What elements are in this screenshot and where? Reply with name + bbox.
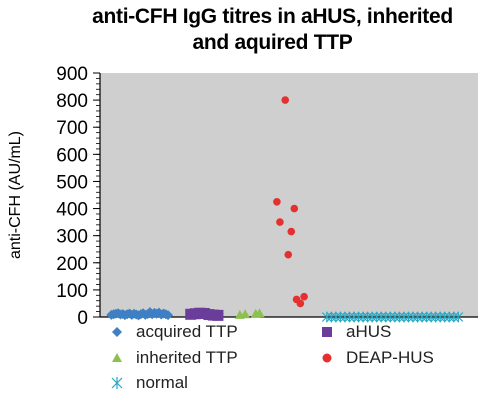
data-point	[290, 204, 299, 213]
y-tick-label: 900	[56, 64, 88, 85]
chart-title-line-1: anti-CFH IgG titres in aHUS, inherited	[92, 5, 453, 28]
series-inherited-ttp	[234, 308, 265, 319]
legend-label: normal	[136, 373, 188, 392]
data-point	[439, 311, 450, 323]
data-point	[276, 218, 284, 226]
legend-item: DEAP-HUS	[320, 348, 434, 368]
chart-title: anti-CFH IgG titres in aHUS, inherited a…	[60, 4, 485, 56]
legend-item: normal	[110, 373, 188, 393]
data-point	[394, 311, 405, 323]
chart-title-line-2: and aquired TTP	[192, 31, 353, 54]
data-point	[353, 311, 364, 323]
data-point	[326, 311, 337, 323]
data-point	[376, 311, 387, 323]
plot-area	[100, 73, 478, 317]
data-point	[287, 227, 296, 236]
data-point	[344, 311, 355, 323]
data-point	[254, 308, 265, 318]
y-tick-label: 600	[56, 145, 88, 166]
data-point	[281, 96, 290, 104]
data-point	[403, 311, 414, 323]
data-point	[435, 311, 446, 323]
data-point	[444, 311, 455, 323]
legend-label: inherited TTP	[136, 348, 238, 367]
data-point	[330, 311, 341, 323]
data-point	[321, 311, 332, 323]
data-point	[380, 311, 391, 323]
data-point	[398, 311, 409, 323]
data-point	[163, 310, 174, 321]
y-tick-label: 0	[77, 308, 88, 329]
data-point	[300, 292, 308, 301]
y-tick-label: 400	[56, 200, 88, 221]
legend-item: aHUS	[320, 322, 391, 342]
data-point	[273, 197, 281, 206]
y-tick-label: 800	[56, 91, 88, 112]
y-tick-label: 700	[56, 118, 88, 139]
data-point	[349, 311, 359, 323]
legend-label: acquired TTP	[136, 322, 238, 341]
y-tick-label: 300	[56, 227, 88, 248]
data-points	[106, 96, 464, 323]
data-point	[426, 311, 437, 323]
data-point	[367, 311, 378, 323]
data-point	[284, 250, 293, 259]
circle-marker-icon	[322, 353, 332, 363]
data-point	[212, 309, 224, 321]
data-point	[340, 311, 350, 323]
data-point	[385, 311, 396, 323]
legend-item: inherited TTP	[110, 348, 238, 368]
diamond-marker-icon	[112, 327, 122, 337]
legend-label: aHUS	[346, 322, 392, 341]
y-tick-label: 500	[56, 172, 88, 193]
data-point	[417, 311, 427, 323]
series-normal	[321, 311, 464, 323]
data-point	[412, 311, 423, 323]
data-point	[371, 311, 382, 323]
data-point	[240, 309, 251, 319]
data-point	[408, 311, 418, 323]
legend-label: DEAP-HUS	[346, 348, 434, 367]
data-point	[421, 311, 432, 323]
square-marker-icon	[322, 327, 332, 337]
star-marker-icon	[111, 377, 123, 389]
series-ahus	[185, 307, 224, 321]
y-tick-label: 200	[56, 254, 88, 275]
series-acquired-ttp	[106, 307, 174, 321]
y-axis-label: anti-CFH (AU/mL)	[7, 131, 24, 259]
triangle-marker-icon	[112, 353, 122, 362]
data-point	[358, 311, 369, 323]
legend-item: acquired TTP	[110, 322, 238, 342]
data-point	[335, 311, 346, 323]
data-point	[296, 299, 305, 308]
series-deap-hus	[273, 96, 308, 308]
data-point	[453, 311, 464, 323]
data-point	[430, 311, 441, 323]
data-point	[389, 311, 400, 323]
data-point	[448, 311, 459, 323]
y-tick-label: 100	[56, 281, 88, 302]
data-point	[362, 311, 373, 323]
